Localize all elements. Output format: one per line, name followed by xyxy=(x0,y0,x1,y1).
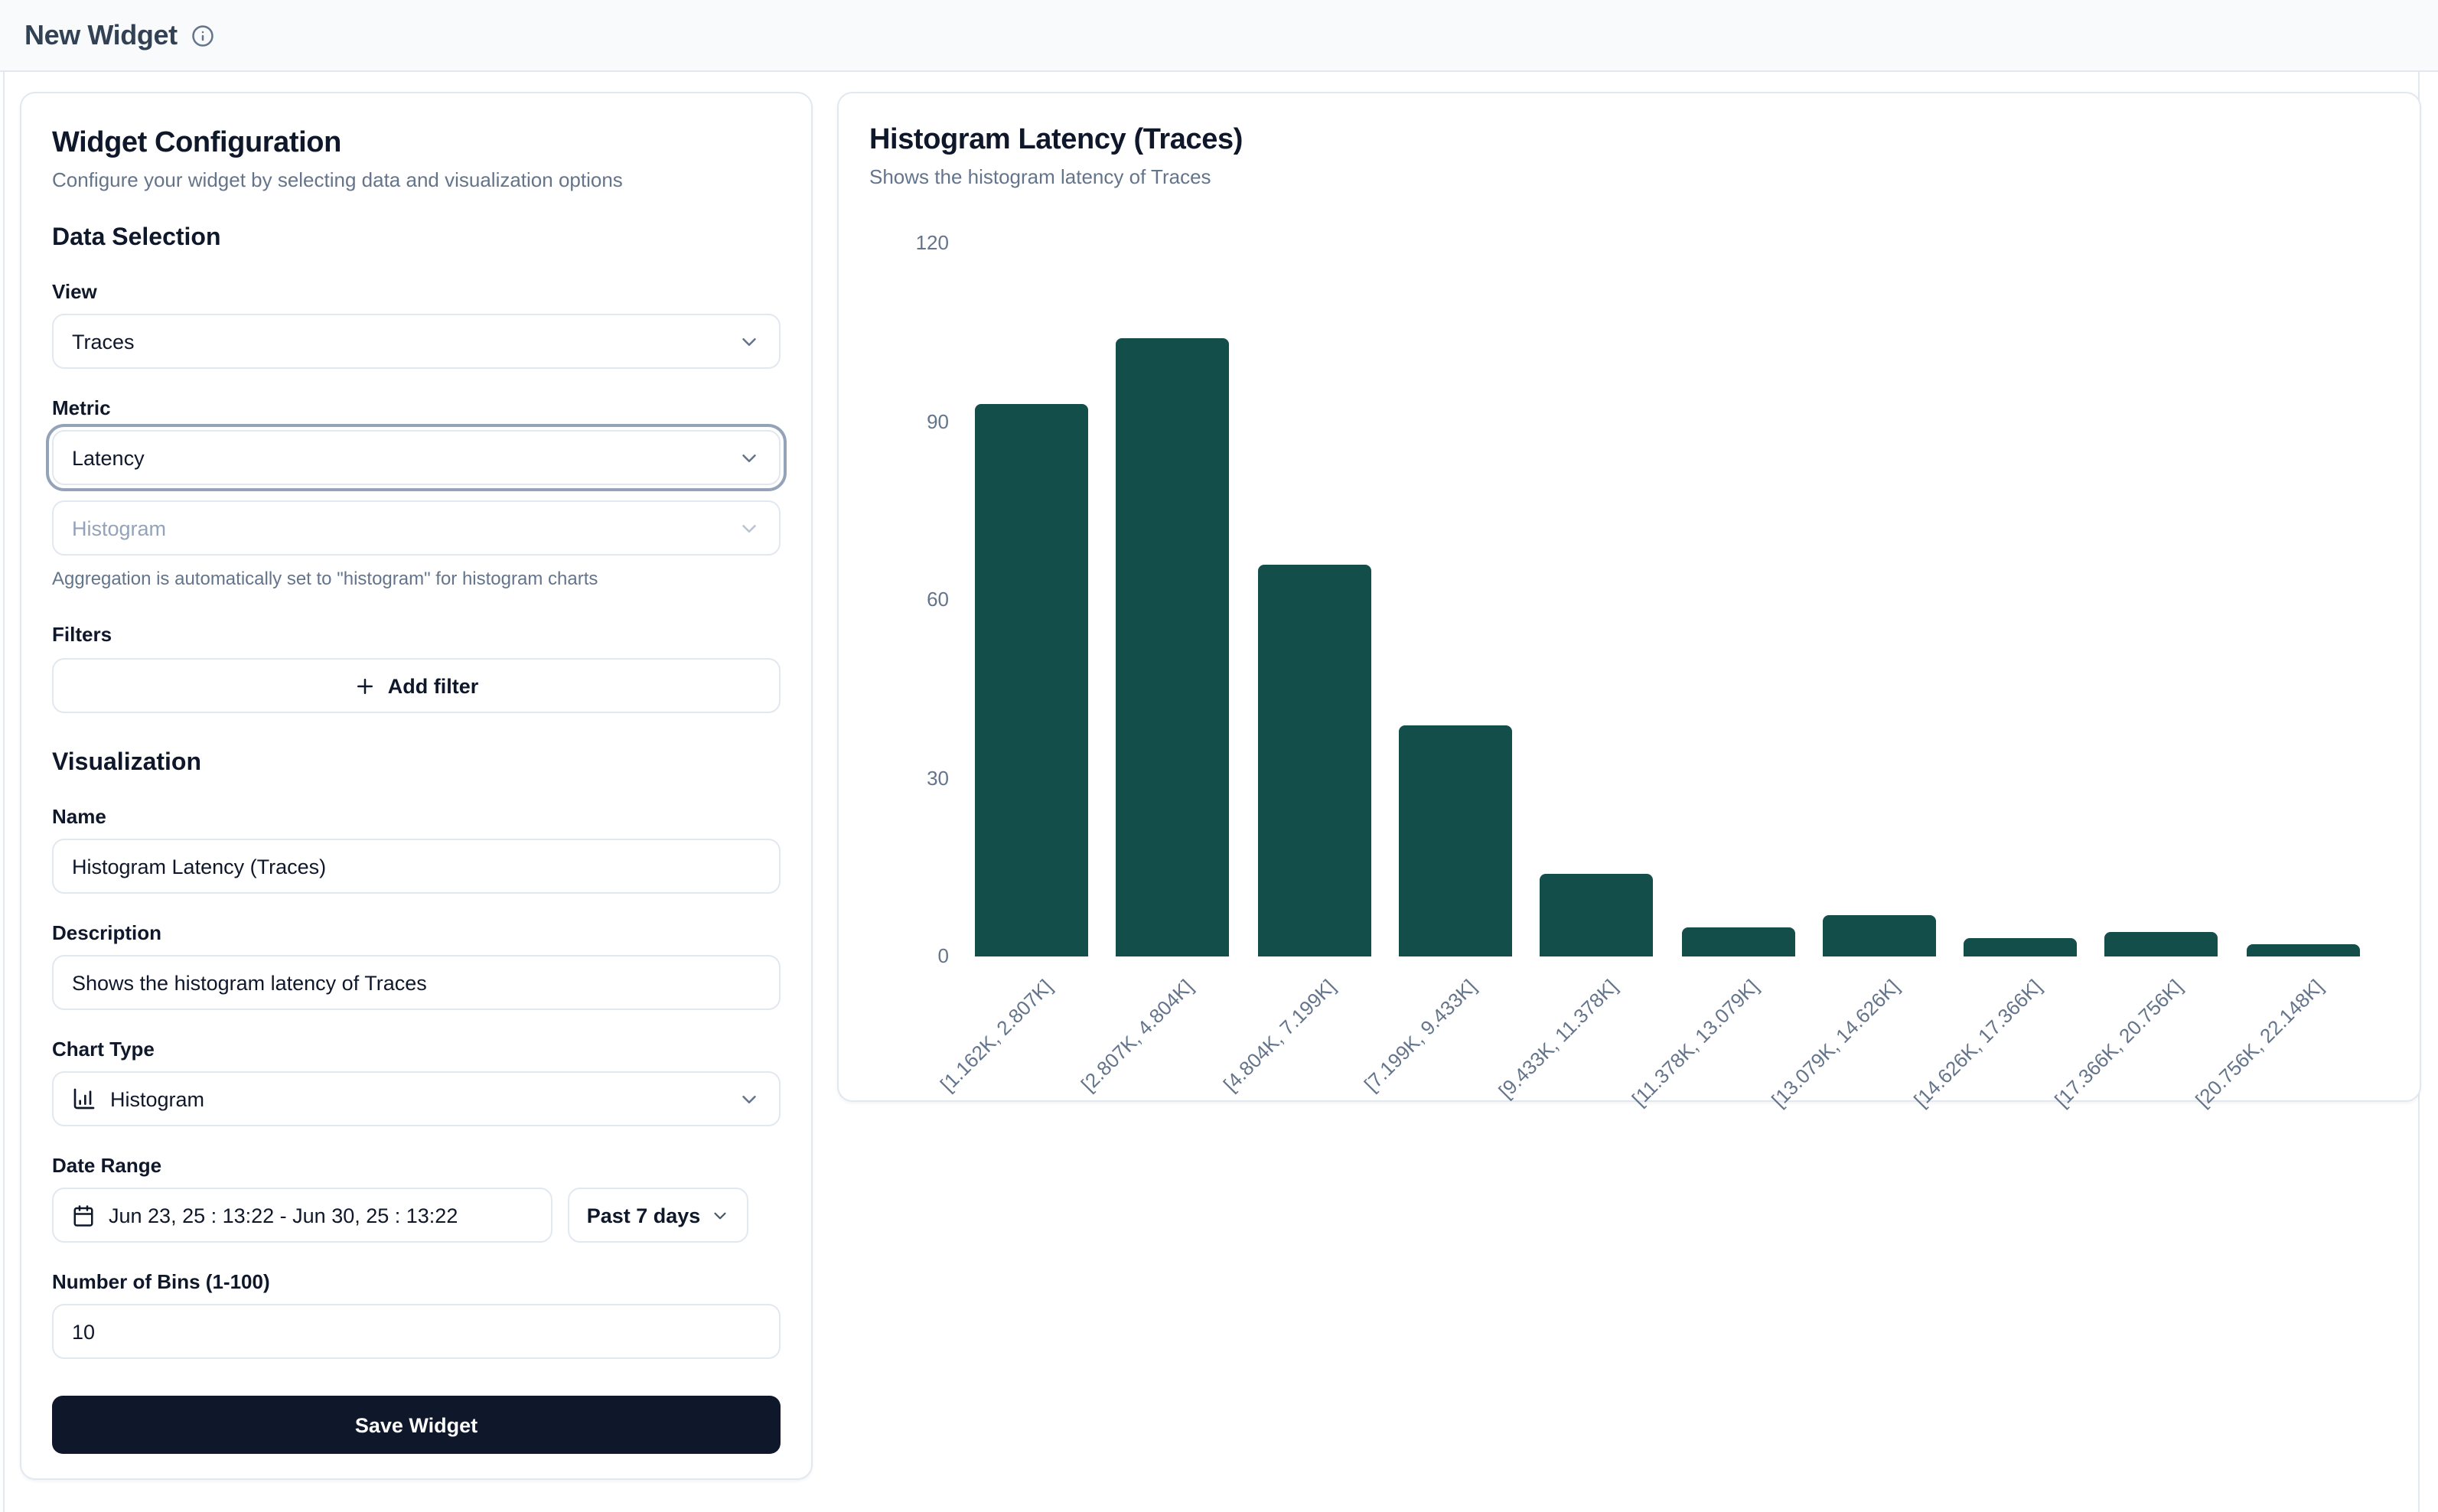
view-select[interactable]: Traces xyxy=(52,314,781,369)
bins-input[interactable]: 10 xyxy=(52,1304,781,1359)
chart-type-field: Chart Type Histogram xyxy=(52,1038,781,1126)
histogram-bar[interactable] xyxy=(1257,564,1371,956)
histogram-chart: 0 30 60 90 120 [1.162K, 2.807K] [2.807K, 4.804… xyxy=(839,213,2420,1112)
chart-title: Histogram Latency (Traces) xyxy=(869,124,1243,156)
date-range-label: Date Range xyxy=(52,1154,162,1177)
config-title: Widget Configuration xyxy=(52,127,341,159)
y-axis-tick-label: 60 xyxy=(927,588,949,611)
description-label: Description xyxy=(52,921,162,944)
save-widget-button[interactable]: Save Widget xyxy=(52,1396,781,1454)
chart-type-select[interactable]: Histogram xyxy=(52,1071,781,1126)
y-axis-tick-label: 30 xyxy=(927,766,949,789)
x-axis-tick-label: [4.804K, 7.199K] xyxy=(1218,975,1340,1097)
info-icon[interactable] xyxy=(191,24,214,47)
data-selection-heading: Data Selection xyxy=(52,225,221,251)
x-axis-tick-label: [14.626K, 17.366K] xyxy=(1908,975,2046,1112)
y-axis-tick-label: 120 xyxy=(915,231,949,254)
add-filter-label: Add filter xyxy=(387,674,479,697)
description-input[interactable]: Shows the histogram latency of Traces xyxy=(52,955,781,1010)
x-axis-tick-label: [20.756K, 22.148K] xyxy=(2191,975,2329,1112)
name-input[interactable]: Histogram Latency (Traces) xyxy=(52,839,781,894)
x-axis-tick-label: [9.433K, 11.378K] xyxy=(1494,975,1622,1103)
description-input-value: Shows the histogram latency of Traces xyxy=(72,971,427,994)
histogram-bar[interactable] xyxy=(1681,927,1794,956)
chart-type-label: Chart Type xyxy=(52,1038,155,1061)
metric-field: Metric Latency Histogram Aggregation is … xyxy=(46,396,787,589)
page-header: New Widget xyxy=(0,0,2438,72)
bins-label: Number of Bins (1-100) xyxy=(52,1270,270,1293)
plus-icon xyxy=(354,674,377,697)
date-range-field: Date Range Jun 23, 25 : 13:22 - Jun 30, … xyxy=(52,1154,781,1243)
histogram-bar[interactable] xyxy=(1540,873,1654,956)
x-axis-tick-label: [2.807K, 4.804K] xyxy=(1077,975,1198,1097)
name-label: Name xyxy=(52,805,106,828)
view-label: View xyxy=(52,280,97,303)
date-preset-value: Past 7 days xyxy=(586,1204,701,1227)
chevron-down-icon xyxy=(738,1087,761,1110)
histogram-bar[interactable] xyxy=(2104,932,2218,956)
y-axis-tick-label: 90 xyxy=(927,409,949,432)
histogram-bar[interactable] xyxy=(975,403,1088,956)
date-range-value: Jun 23, 25 : 13:22 - Jun 30, 25 : 13:22 xyxy=(109,1204,458,1227)
histogram-bar[interactable] xyxy=(1398,725,1512,956)
filters-label: Filters xyxy=(52,623,112,646)
widget-config-panel: Widget Configuration Configure your widg… xyxy=(20,92,813,1480)
name-field: Name Histogram Latency (Traces) xyxy=(52,805,781,894)
chevron-down-icon xyxy=(738,446,761,469)
aggregation-select: Histogram xyxy=(52,500,781,556)
histogram-icon xyxy=(72,1087,96,1111)
metric-select-value: Latency xyxy=(72,446,145,469)
chevron-down-icon xyxy=(738,516,761,539)
calendar-icon xyxy=(72,1204,95,1227)
x-axis-tick-label: [11.378K, 13.079K] xyxy=(1627,975,1764,1111)
bins-input-value: 10 xyxy=(72,1320,96,1343)
x-axis-tick-label: [1.162K, 2.807K] xyxy=(936,975,1058,1097)
x-axis-tick-label: [7.199K, 9.433K] xyxy=(1359,975,1481,1097)
page-title: New Widget xyxy=(24,19,178,50)
chevron-down-icon xyxy=(709,1205,729,1225)
histogram-bar[interactable] xyxy=(2246,944,2360,956)
chart-subtitle: Shows the histogram latency of Traces xyxy=(869,165,1211,188)
bins-field: Number of Bins (1-100) 10 xyxy=(52,1270,781,1359)
x-axis-tick-label: [17.366K, 20.756K] xyxy=(2050,975,2187,1112)
filters-field: Filters Add filter xyxy=(52,623,781,713)
aggregation-note: Aggregation is automatically set to "his… xyxy=(52,568,598,589)
chevron-down-icon xyxy=(738,330,761,353)
content-left-border xyxy=(3,72,5,1512)
date-range-picker[interactable]: Jun 23, 25 : 13:22 - Jun 30, 25 : 13:22 xyxy=(52,1188,552,1243)
date-preset-select[interactable]: Past 7 days xyxy=(568,1188,748,1243)
metric-select[interactable]: Latency xyxy=(46,424,787,491)
metric-label: Metric xyxy=(52,396,111,419)
aggregation-select-value: Histogram xyxy=(72,516,167,539)
histogram-bar[interactable] xyxy=(1822,914,1936,956)
name-input-value: Histogram Latency (Traces) xyxy=(72,855,327,878)
chart-panel: Histogram Latency (Traces) Shows the his… xyxy=(837,92,2421,1112)
visualization-heading: Visualization xyxy=(52,750,202,776)
histogram-bar[interactable] xyxy=(1964,938,2078,956)
y-axis-tick-label: 0 xyxy=(937,944,949,967)
config-subtitle: Configure your widget by selecting data … xyxy=(52,168,623,191)
histogram-bar[interactable] xyxy=(1116,338,1230,956)
x-axis-tick-label: [13.079K, 14.626K] xyxy=(1768,975,1905,1112)
view-field: View Traces xyxy=(52,280,781,369)
view-select-value: Traces xyxy=(72,330,135,353)
add-filter-button[interactable]: Add filter xyxy=(52,658,781,713)
description-field: Description Shows the histogram latency … xyxy=(52,921,781,1010)
chart-type-value: Histogram xyxy=(110,1087,205,1110)
